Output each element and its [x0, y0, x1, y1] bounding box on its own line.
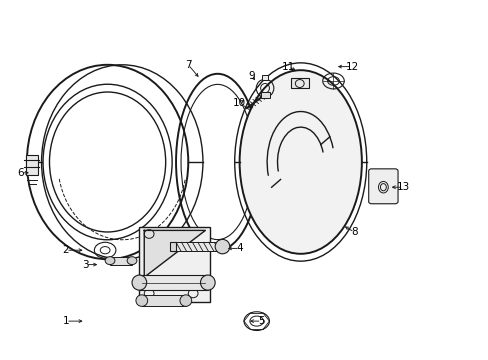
Ellipse shape [239, 70, 361, 254]
Text: 3: 3 [82, 260, 89, 270]
Polygon shape [144, 230, 205, 277]
Text: 9: 9 [248, 71, 255, 81]
Bar [290, 78, 308, 88]
Ellipse shape [136, 295, 147, 306]
Text: 11: 11 [281, 62, 295, 72]
Ellipse shape [132, 275, 146, 290]
Bar [142, 295, 185, 306]
Bar [261, 92, 269, 98]
Text: 5: 5 [258, 316, 264, 326]
Ellipse shape [105, 257, 115, 265]
Text: 4: 4 [236, 243, 243, 253]
Ellipse shape [215, 239, 229, 254]
Ellipse shape [127, 257, 137, 265]
Text: 13: 13 [396, 182, 409, 192]
Text: 1: 1 [62, 316, 69, 326]
Bar [139, 227, 210, 302]
Bar [26, 155, 38, 175]
Ellipse shape [200, 275, 215, 290]
Text: 7: 7 [184, 60, 191, 70]
Bar [139, 275, 207, 290]
Text: 6: 6 [18, 168, 24, 178]
Text: 8: 8 [350, 227, 357, 237]
Text: 2: 2 [62, 245, 69, 255]
Text: 10: 10 [233, 98, 245, 108]
Text: 12: 12 [345, 62, 358, 72]
Bar [110, 257, 132, 265]
Ellipse shape [180, 295, 191, 306]
Bar [262, 75, 267, 80]
FancyBboxPatch shape [368, 169, 397, 204]
Bar [170, 242, 176, 251]
Bar [176, 242, 222, 251]
